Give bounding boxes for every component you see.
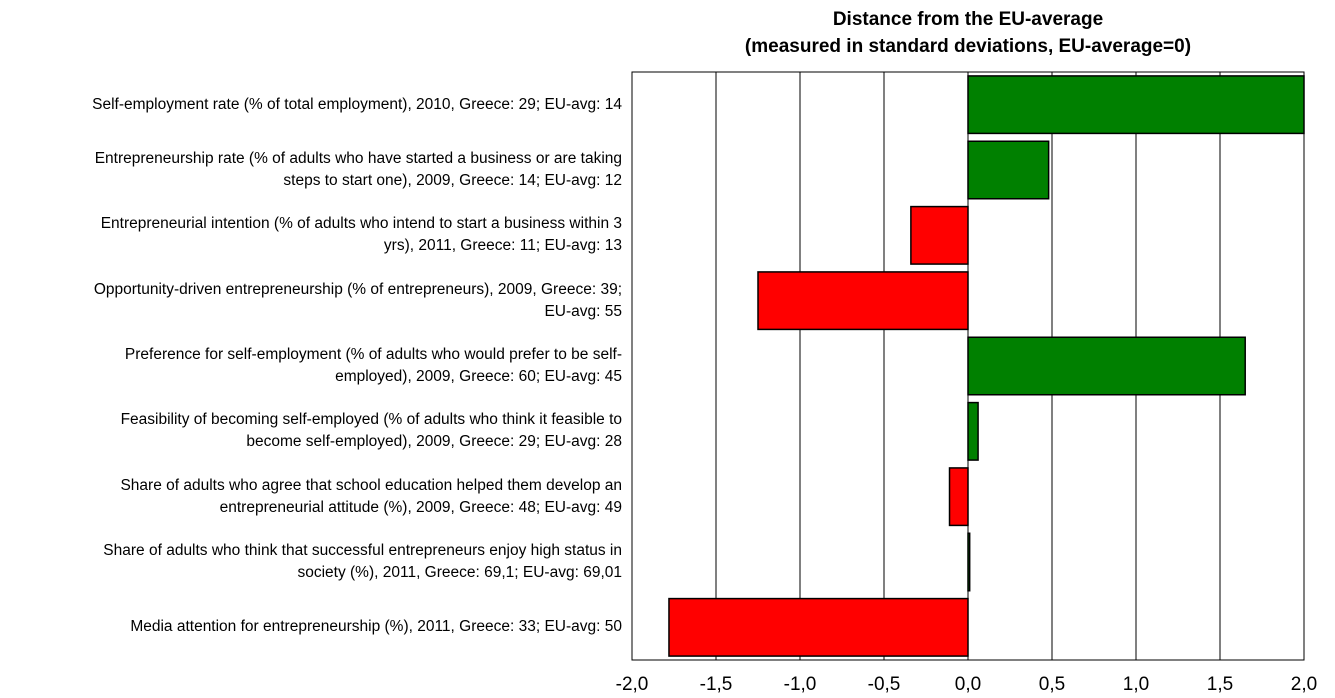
x-tick-label: -0,5 <box>868 674 901 695</box>
x-tick-label: 1,0 <box>1123 674 1149 695</box>
category-label: Entrepreneurial intention (% of adults w… <box>2 213 622 257</box>
category-label: Preference for self-employment (% of adu… <box>2 344 622 388</box>
category-label: Feasibility of becoming self-employed (%… <box>2 409 622 453</box>
bar <box>967 140 1050 200</box>
category-label-line: Preference for self-employment (% of adu… <box>124 346 622 363</box>
x-tick-label: -2,0 <box>616 674 649 695</box>
bar <box>967 532 971 592</box>
chart-subtitle: (measured in standard deviations, EU-ave… <box>744 36 1192 57</box>
category-label-line: EU-avg: 55 <box>544 302 622 320</box>
category-label-line: Feasibility of becoming self-employed (%… <box>120 411 622 429</box>
category-label-line: Self-employment rate (% of total employm… <box>92 95 622 113</box>
category-label: Self-employment rate (% of total employm… <box>2 94 622 116</box>
category-label: Share of adults who think that successfu… <box>2 540 622 584</box>
category-label-line: Entrepreneurial intention (% of adults w… <box>100 215 622 233</box>
x-tick-label: 0,0 <box>955 674 981 695</box>
x-tick-label: -1,0 <box>784 674 817 695</box>
x-tick-label: 1,5 <box>1207 674 1233 695</box>
category-label-line: entrepreneurial attitude (%), 2009, Gree… <box>219 498 622 516</box>
category-label-line: steps to start one), 2009, Greece: 14; E… <box>283 172 622 189</box>
category-label-line: Entrepreneurship rate (% of adults who h… <box>94 150 622 167</box>
category-label-line: become self-employed), 2009, Greece: 29;… <box>246 433 622 451</box>
x-tick-label: 0,5 <box>1039 674 1065 695</box>
category-label-line: yrs), 2011, Greece: 11; EU-avg: 13 <box>383 237 622 255</box>
category-label-line: employed), 2009, Greece: 60; EU-avg: 45 <box>335 368 622 385</box>
category-label-line: Opportunity-driven entrepreneurship (% o… <box>93 280 622 298</box>
bar <box>668 597 969 657</box>
category-label-line: Share of adults who think that successfu… <box>103 542 622 559</box>
bar <box>967 336 1246 396</box>
chart-title: Distance from the EU-average <box>832 9 1104 30</box>
bar <box>967 75 1305 135</box>
bar <box>948 467 969 527</box>
category-label-line: Media attention for entrepreneurship (%)… <box>130 618 622 636</box>
category-label-line: Share of adults who agree that school ed… <box>120 476 622 494</box>
category-label: Media attention for entrepreneurship (%)… <box>2 616 622 638</box>
x-tick-label: -1,5 <box>700 674 733 695</box>
category-label: Share of adults who agree that school ed… <box>2 475 622 519</box>
x-tick-label: 2,0 <box>1291 674 1317 695</box>
category-label: Opportunity-driven entrepreneurship (% o… <box>2 279 622 323</box>
bar <box>757 271 969 331</box>
bar <box>967 401 979 461</box>
category-label-line: society (%), 2011, Greece: 69,1; EU-avg:… <box>297 564 622 581</box>
category-label: Entrepreneurship rate (% of adults who h… <box>2 148 622 192</box>
bar <box>910 205 969 265</box>
